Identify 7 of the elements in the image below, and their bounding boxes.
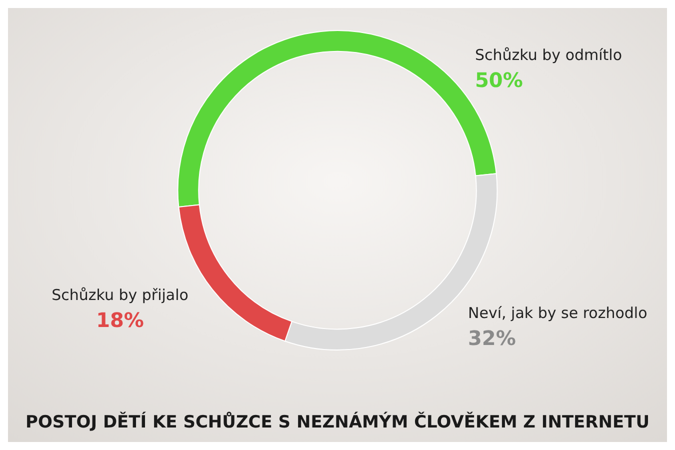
slice-label: Schůzku by odmítlo — [475, 46, 622, 64]
data-label: 50% — [475, 68, 523, 92]
data-label: 32% — [468, 326, 516, 350]
data-label: 18% — [96, 308, 144, 332]
text: POSTOJ DĚTÍ KE SCHŮZCE S NEZNÁMÝM ČLOVĚKEM Z INTERNETU — [25, 412, 650, 432]
slice-label: Neví, jak by se rozhodlo — [468, 304, 648, 322]
slice-label: Schůzku by přijalo — [52, 286, 188, 304]
